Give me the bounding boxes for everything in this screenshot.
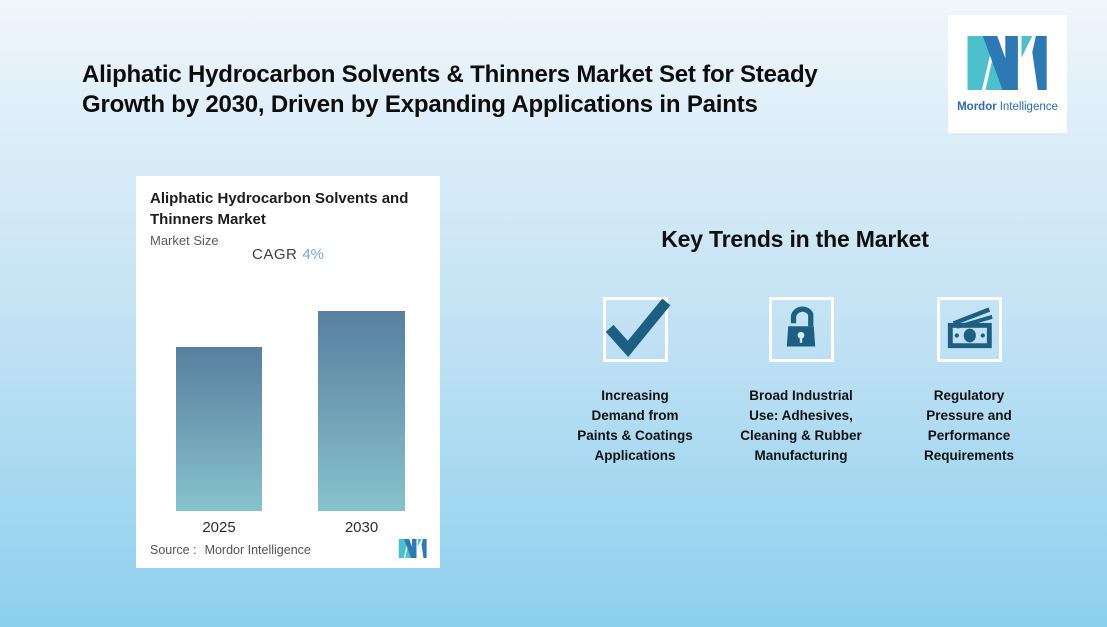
bar-2025 (176, 347, 262, 511)
source-row: Source : Mordor Intelligence (150, 539, 428, 561)
trend-text-regulatory: Regulatory Pressure and Performance Requ… (923, 388, 1015, 463)
check-icon-box (602, 297, 671, 362)
money-icon-box (936, 297, 1002, 362)
trend-item-regulatory: Regulatory Pressure and Performance Requ… (894, 297, 1044, 466)
page-title: Aliphatic Hydrocarbon Solvents & Thinner… (82, 61, 818, 118)
bar-2030 (318, 311, 405, 511)
trend-text-industrial-use: Broad Industrial Use: Adhesives, Cleanin… (740, 388, 862, 463)
source-value: Mordor Intelligence (204, 543, 311, 557)
trend-item-demand: Increasing Demand from Paints & Coatings… (560, 297, 710, 466)
chart-subtitle: Market Size (150, 233, 219, 248)
unlock-icon (777, 303, 825, 356)
brand-name-bold: Mordor (957, 100, 997, 113)
source-text: Source : Mordor Intelligence (150, 543, 311, 557)
brand-logo-card: Mordor Intelligence (948, 15, 1067, 133)
trend-item-industrial-use: Broad Industrial Use: Adhesives, Cleanin… (726, 297, 876, 466)
mordor-intelligence-logo-icon (965, 35, 1051, 95)
bar-label-2025: 2025 (202, 519, 236, 536)
brand-name: Mordor Intelligence (957, 101, 1058, 113)
brand-name-light: Intelligence (999, 100, 1058, 113)
unlock-icon-box (768, 297, 834, 362)
market-chart-card: Aliphatic Hydrocarbon Solvents and Thinn… (136, 176, 440, 568)
cagr-row: CAGR 4% (136, 246, 440, 263)
trend-text-demand: Increasing Demand from Paints & Coatings… (577, 388, 693, 463)
cagr-label: CAGR (251, 246, 298, 263)
bar-label-2030: 2030 (344, 519, 379, 536)
cagr-value: 4% (302, 246, 325, 263)
source-label: Source : (150, 543, 197, 557)
money-icon (943, 301, 995, 358)
chart-title: Aliphatic Hydrocarbon Solvents and Thinn… (150, 190, 409, 228)
check-icon (605, 298, 671, 360)
key-trends-heading: Key Trends in the Market (661, 226, 929, 252)
mordor-intelligence-logo-small-icon (398, 539, 428, 561)
